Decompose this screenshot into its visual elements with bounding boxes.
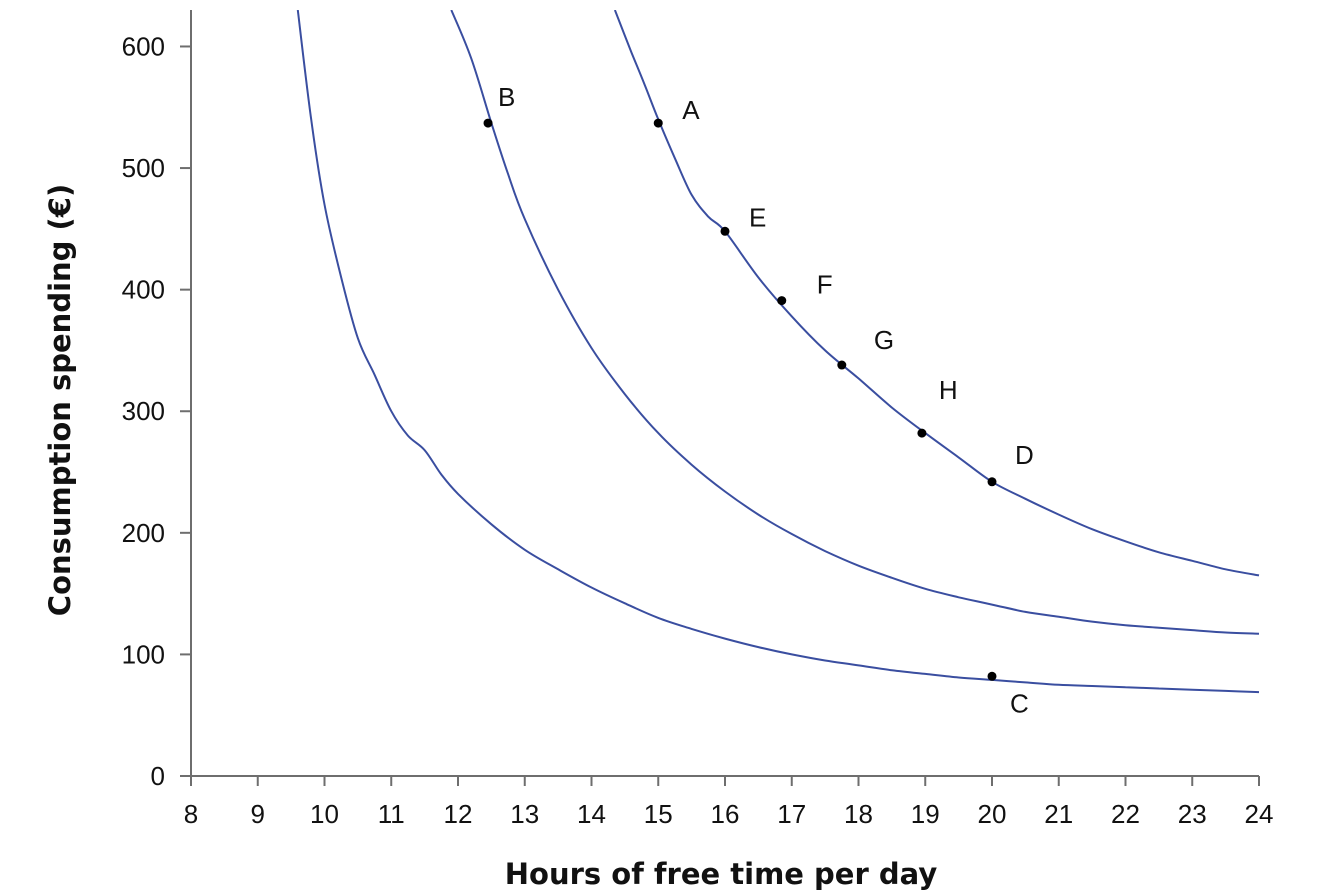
point-b: [483, 118, 493, 128]
x-tick-label: 14: [577, 799, 606, 829]
x-axis-title: Hours of free time per day: [505, 857, 938, 891]
point-label-g: G: [874, 325, 894, 355]
point-h: [917, 428, 927, 438]
y-tick-label: 500: [122, 153, 165, 183]
x-tick-label: 24: [1245, 799, 1274, 829]
y-tick-label: 300: [122, 396, 165, 426]
indifference-curve-3: [613, 10, 1260, 577]
y-tick-label: 200: [122, 518, 165, 548]
axes-layer: [190, 10, 1259, 777]
point-e: [720, 226, 730, 236]
indifference-curve-2: [450, 10, 1260, 635]
point-f: [777, 296, 787, 306]
point-g: [837, 360, 847, 370]
point-label-h: H: [939, 375, 958, 405]
x-tick-label: 9: [251, 799, 265, 829]
point-label-e: E: [749, 202, 766, 232]
point-label-f: F: [817, 270, 833, 300]
point-c: [987, 671, 997, 681]
curves-layer: [296, 10, 1260, 694]
x-tick-label: 12: [444, 799, 473, 829]
y-axis-title: Consumption spending (€): [43, 184, 77, 616]
x-tick-label: 15: [644, 799, 673, 829]
y-tick-label: 400: [122, 275, 165, 305]
y-tick-label: 600: [122, 31, 165, 61]
x-tick-label: 17: [777, 799, 806, 829]
point-d: [987, 477, 997, 487]
point-label-b: B: [498, 82, 515, 112]
x-tick-label: 16: [711, 799, 740, 829]
x-tick-label: 13: [510, 799, 539, 829]
point-a: [653, 118, 663, 128]
indifference-curve-1: [296, 10, 1260, 694]
ticks-layer: 8 9 10 11 12 13 14 15 16 17 18 19 20 21 22 23 24 0 100 200 3…: [122, 31, 1274, 829]
x-tick-label: 8: [184, 799, 198, 829]
x-tick-label: 23: [1178, 799, 1207, 829]
points-layer: A B C D E F G H: [483, 82, 1034, 718]
x-tick-label: 10: [310, 799, 339, 829]
x-tick-label: 20: [978, 799, 1007, 829]
point-label-a: A: [682, 95, 700, 125]
x-tick-label: 22: [1111, 799, 1140, 829]
x-tick-label: 21: [1044, 799, 1073, 829]
point-label-d: D: [1015, 440, 1034, 470]
y-tick-label: 100: [122, 639, 165, 669]
x-tick-label: 11: [378, 799, 405, 829]
x-tick-label: 18: [844, 799, 873, 829]
x-tick-label: 19: [911, 799, 940, 829]
point-label-c: C: [1010, 688, 1029, 718]
y-tick-label: 0: [151, 761, 165, 791]
